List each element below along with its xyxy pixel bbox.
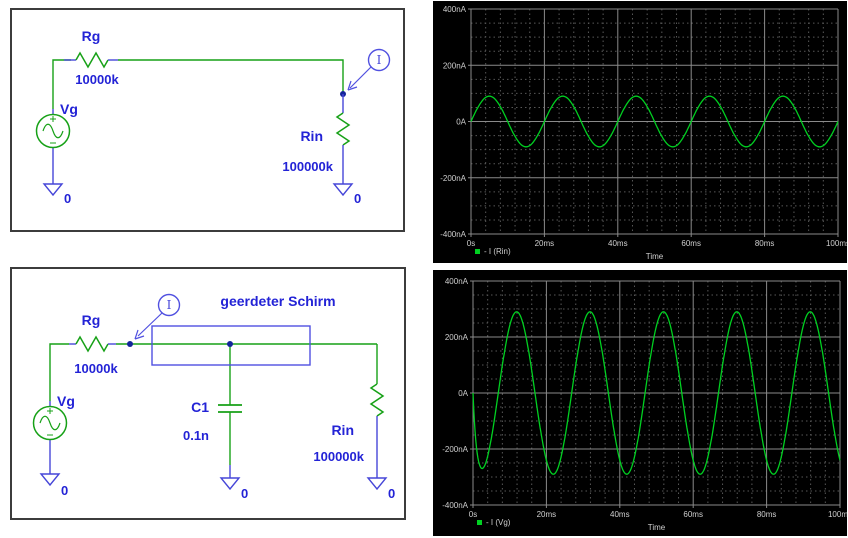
probe-label: I xyxy=(377,53,382,67)
schematic-unshielded-panel: Vg Rg 10000k I Rin 100000k 0 xyxy=(10,8,405,232)
current-probe-icon: I xyxy=(134,293,181,340)
rin-label: Rin xyxy=(331,422,354,438)
legend-label: - I (Rin) xyxy=(484,247,511,256)
gnd-label: 0 xyxy=(61,483,68,498)
waveform-trace xyxy=(470,95,839,148)
x-tick-label: 80ms xyxy=(757,510,777,519)
schematic-shielded: geerdeter Schirm Vg Rg 10000k I xyxy=(32,293,395,501)
y-tick-label: 200nA xyxy=(445,333,469,342)
resistor-rin: Rin 100000k xyxy=(313,383,385,478)
wire xyxy=(49,343,69,401)
rin-label: Rin xyxy=(300,128,323,144)
shield-label: geerdeter Schirm xyxy=(220,293,335,309)
probe-arrow xyxy=(137,312,163,337)
sine-symbol xyxy=(42,123,64,139)
x-tick-label: 0s xyxy=(467,239,475,248)
x-tick-label: 40ms xyxy=(608,239,628,248)
x-tick-label: 60ms xyxy=(683,510,703,519)
x-tick-label: 100ms xyxy=(826,239,847,248)
x-tick-label: 40ms xyxy=(610,510,630,519)
schematic-shielded-panel: geerdeter Schirm Vg Rg 10000k I xyxy=(10,267,406,520)
ground-symbol-left: 0 xyxy=(42,183,71,206)
c1-value: 0.1n xyxy=(183,428,209,443)
c1-label: C1 xyxy=(191,399,209,415)
resistor-zigzag xyxy=(335,112,351,146)
ground-symbol-right: 0 xyxy=(366,477,395,501)
ground-symbol-middle: 0 xyxy=(219,465,248,501)
y-tick-label: 400nA xyxy=(445,277,469,286)
vg-label: Vg xyxy=(60,101,78,117)
x-tick-label: 100ms xyxy=(828,510,847,519)
x-axis-title: Time xyxy=(648,523,666,532)
y-tick-label: 200nA xyxy=(443,61,467,70)
y-tick-label: 400nA xyxy=(443,5,467,14)
rin-value: 100000k xyxy=(282,159,333,174)
probe-label: I xyxy=(167,298,172,312)
y-tick-label: -200nA xyxy=(442,445,468,454)
ground-symbol-right: 0 xyxy=(332,183,361,206)
rg-value: 10000k xyxy=(74,361,118,376)
x-axis-title: Time xyxy=(646,252,664,261)
resistor-rg: Rg 10000k xyxy=(69,312,118,376)
x-tick-label: 80ms xyxy=(755,239,775,248)
probe-arrow xyxy=(349,66,372,89)
probe-arrowhead xyxy=(134,329,145,340)
node-dot xyxy=(227,341,233,347)
probe-arrowhead xyxy=(347,80,358,91)
ground-symbol-left: 0 xyxy=(39,473,68,498)
vg-label: Vg xyxy=(57,393,75,409)
voltage-source-vg: Vg xyxy=(32,393,75,474)
resistor-rg: Rg 10000k xyxy=(64,28,119,87)
rg-value: 10000k xyxy=(75,72,119,87)
gnd-label: 0 xyxy=(388,486,395,501)
x-tick-label: 20ms xyxy=(537,510,557,519)
rg-label: Rg xyxy=(82,28,101,44)
waveform-plot-shielded-panel: 0s 20ms 40ms 60ms 80ms 100ms 400nA 200nA 0A -200n… xyxy=(433,270,847,536)
wire xyxy=(118,59,344,94)
waveform-plot-shielded: 0s 20ms 40ms 60ms 80ms 100ms 400nA 200nA 0A -200n… xyxy=(442,277,847,532)
y-tick-label: 0A xyxy=(456,118,466,127)
x-tick-label: 20ms xyxy=(535,239,555,248)
waveform-plot-unshielded-panel: 0s 20ms 40ms 60ms 80ms 100ms 400nA 200nA 0A -200n… xyxy=(433,1,847,263)
sine-symbol xyxy=(39,415,61,431)
capacitor-c1: C1 0.1n xyxy=(183,399,242,443)
schematic-unshielded: Vg Rg 10000k I Rin 100000k 0 xyxy=(35,28,391,206)
x-tick-label: 60ms xyxy=(681,239,701,248)
gnd-label: 0 xyxy=(354,191,361,206)
gnd-label: 0 xyxy=(241,486,248,501)
plus-sign xyxy=(47,408,53,414)
waveform-trace xyxy=(472,311,841,475)
voltage-source-vg: Vg xyxy=(35,101,78,184)
resistor-zigzag xyxy=(75,335,109,353)
legend-swatch xyxy=(477,520,482,525)
resistor-zigzag xyxy=(75,51,109,69)
resistor-rin: Rin 100000k xyxy=(282,94,351,184)
y-tick-label: 0A xyxy=(458,389,468,398)
y-tick-label: -400nA xyxy=(442,501,468,510)
legend-swatch xyxy=(475,249,480,254)
y-tick-label: -400nA xyxy=(440,230,466,239)
x-tick-label: 0s xyxy=(469,510,477,519)
current-probe-icon: I xyxy=(347,48,391,91)
gnd-label: 0 xyxy=(64,191,71,206)
rg-label: Rg xyxy=(82,312,101,328)
waveform-plot-unshielded: 0s 20ms 40ms 60ms 80ms 100ms 400nA 200nA 0A -200n… xyxy=(440,5,847,261)
plus-sign xyxy=(50,116,56,122)
legend-label: - I (Vg) xyxy=(486,518,511,527)
rin-value: 100000k xyxy=(313,449,364,464)
shield-box xyxy=(151,325,311,366)
y-tick-label: -200nA xyxy=(440,174,466,183)
node-dot xyxy=(127,341,133,347)
resistor-zigzag xyxy=(369,383,385,417)
